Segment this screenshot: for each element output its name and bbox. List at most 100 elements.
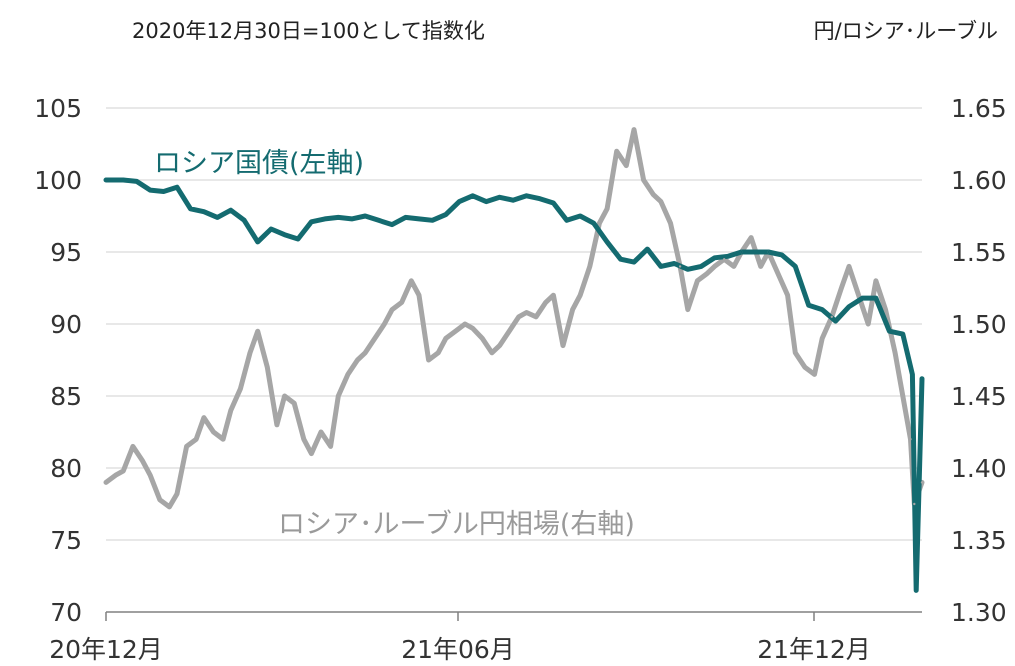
ruble-data-point bbox=[410, 279, 413, 282]
ruble-data-point bbox=[652, 193, 655, 196]
ruble-data-point bbox=[141, 459, 144, 462]
bond-data-point bbox=[377, 219, 380, 222]
bond-data-point bbox=[229, 209, 232, 212]
bond-data-point bbox=[713, 256, 716, 259]
left-tick-label: 70 bbox=[50, 598, 82, 627]
bond-data-point bbox=[364, 214, 367, 218]
bond-data-point bbox=[283, 233, 286, 236]
right-tick-label: 1.65 bbox=[951, 94, 1007, 123]
bond-data-point bbox=[821, 308, 824, 311]
bond-data-point bbox=[632, 260, 636, 264]
ruble-data-point bbox=[356, 358, 359, 362]
bond-data-point bbox=[807, 304, 810, 307]
bond-data-point bbox=[390, 223, 394, 226]
ruble-data-point bbox=[749, 236, 753, 239]
x-tick-label: 21年06月 bbox=[401, 635, 515, 664]
bond-data-point bbox=[310, 220, 313, 223]
bond-data-point bbox=[700, 265, 703, 268]
bond-data-point bbox=[269, 227, 273, 231]
ruble-data-point bbox=[266, 366, 269, 369]
right-tick-label: 1.60 bbox=[951, 166, 1007, 195]
ruble-data-point bbox=[669, 222, 672, 225]
ruble-data-point bbox=[168, 505, 171, 509]
ruble-data-point bbox=[463, 322, 467, 326]
ruble-data-point bbox=[893, 351, 897, 354]
bond-data-point bbox=[920, 377, 924, 380]
ruble-data-point bbox=[686, 308, 689, 311]
bond-data-point bbox=[646, 247, 649, 251]
ruble-data-point bbox=[632, 128, 636, 131]
bond-data-point bbox=[538, 197, 542, 200]
bond-data-point bbox=[135, 180, 138, 183]
right-unit-note: 円/ロシア･ルーブル bbox=[814, 19, 998, 43]
ruble-data-point bbox=[786, 294, 789, 297]
ruble-data-point bbox=[104, 481, 108, 484]
bond-data-point bbox=[874, 296, 878, 300]
ruble-data-point bbox=[525, 311, 528, 314]
ruble-series-label: ロシア･ルーブル円相場(右軸) bbox=[278, 509, 635, 540]
ruble-data-point bbox=[400, 301, 403, 304]
ruble-data-point bbox=[346, 373, 350, 376]
right-tick-label: 1.55 bbox=[951, 238, 1007, 267]
x-tick-label: 21年12月 bbox=[757, 635, 871, 664]
ruble-data-point bbox=[283, 394, 286, 398]
ruble-data-point bbox=[275, 423, 279, 426]
ruble-data-point bbox=[552, 294, 555, 297]
ruble-data-point bbox=[561, 344, 565, 347]
ruble-data-point bbox=[212, 430, 215, 434]
ruble-data-point bbox=[329, 445, 332, 448]
ruble-data-point bbox=[517, 315, 520, 318]
bond-data-point bbox=[767, 250, 770, 254]
ruble-data-point bbox=[337, 394, 340, 398]
ruble-data-point bbox=[471, 327, 474, 330]
ruble-data-point bbox=[158, 498, 161, 501]
ruble-data-point bbox=[759, 265, 762, 268]
left-tick-label: 100 bbox=[34, 166, 82, 195]
bond-data-point bbox=[673, 262, 676, 265]
bond-data-point bbox=[740, 250, 743, 254]
bond-data-point bbox=[901, 332, 904, 336]
ruble-data-point bbox=[195, 438, 198, 441]
ruble-data-point bbox=[185, 445, 188, 448]
ruble-data-point bbox=[615, 150, 618, 153]
ruble-data-point bbox=[678, 265, 682, 268]
ruble-data-point bbox=[723, 258, 726, 261]
bond-data-point bbox=[686, 268, 689, 271]
ruble-data-point bbox=[114, 474, 117, 477]
ruble-data-point bbox=[248, 351, 252, 354]
ruble-data-point bbox=[830, 315, 833, 318]
bond-data-point bbox=[216, 216, 219, 219]
bond-data-point bbox=[565, 219, 568, 222]
bond-data-point bbox=[511, 199, 515, 202]
ruble-series-line bbox=[103, 127, 925, 510]
bond-data-point bbox=[619, 258, 622, 261]
bond-data-point bbox=[471, 194, 474, 197]
ruble-data-point bbox=[444, 337, 447, 340]
ruble-data-point bbox=[122, 469, 125, 473]
ruble-data-point bbox=[239, 387, 242, 390]
ruble-data-point bbox=[901, 394, 904, 398]
bond-data-point bbox=[431, 219, 434, 222]
left-tick-label: 105 bbox=[34, 94, 82, 123]
ruble-data-point bbox=[840, 286, 843, 290]
right-tick-label: 1.40 bbox=[951, 454, 1007, 483]
ruble-data-point bbox=[813, 373, 816, 376]
ruble-data-point bbox=[857, 294, 860, 297]
bond-series-label: ロシア国債(左軸) bbox=[154, 148, 364, 179]
bond-data-point bbox=[834, 319, 837, 323]
axes: 105 100 95 90 85 80 75 70 1.65 1.60 1.55 1.50 1.45 1.… bbox=[34, 94, 1006, 664]
ruble-data-point bbox=[319, 430, 323, 434]
bond-data-point bbox=[417, 217, 421, 221]
ruble-data-point bbox=[625, 164, 628, 167]
ruble-data-point bbox=[364, 351, 367, 354]
ruble-data-point bbox=[642, 178, 645, 182]
bond-data-point bbox=[659, 265, 663, 268]
ruble-data-point bbox=[544, 301, 547, 304]
ruble-data-point bbox=[229, 409, 232, 412]
ruble-data-point bbox=[149, 474, 152, 477]
bond-data-point bbox=[726, 255, 730, 258]
ruble-data-point bbox=[490, 351, 494, 354]
left-tick-label: 85 bbox=[50, 382, 82, 411]
